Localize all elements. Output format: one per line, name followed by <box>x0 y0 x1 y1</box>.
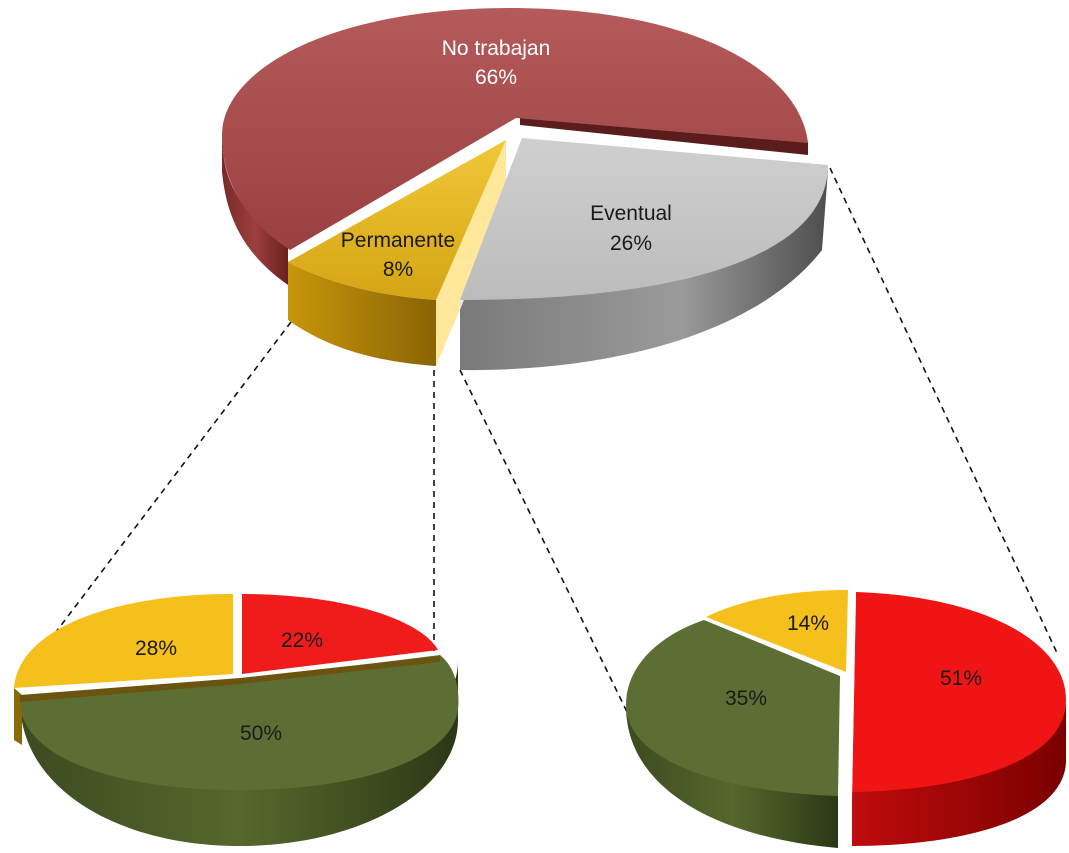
main-slice-permanente <box>288 140 506 300</box>
label-no-trabajan: No trabajan <box>442 37 551 60</box>
sub-pie-eventual: 14% 35% 51% <box>626 590 1066 848</box>
right-value-14: 14% <box>787 612 829 635</box>
connector-right-inner <box>459 369 631 719</box>
right-value-35: 35% <box>725 687 767 710</box>
connector-lines <box>11 167 1059 719</box>
main-slice-no-trabajan <box>222 8 808 250</box>
left-value-28: 28% <box>135 637 177 660</box>
right-slice-14 <box>706 590 848 672</box>
main-slice-eventual-side <box>460 170 828 371</box>
left-slice-22 <box>242 594 438 674</box>
value-eventual: 26% <box>610 232 652 255</box>
left-slice-28-side <box>14 688 22 745</box>
right-slice-35 <box>626 620 840 796</box>
main-slice-permanente-side <box>288 262 436 366</box>
left-slice-28 <box>14 594 233 688</box>
sub-pie-permanente: 22% 28% 50% <box>14 594 459 846</box>
main-slice-no-trabajan-edge <box>520 115 808 155</box>
main-labels: No trabajan 66% Eventual 26% Permanente … <box>341 37 672 281</box>
main-slice-permanente-edge <box>436 140 506 366</box>
value-permanente: 8% <box>383 258 413 281</box>
left-value-22: 22% <box>281 629 323 652</box>
main-pie: No trabajan 66% Eventual 26% Permanente … <box>222 8 828 371</box>
right-value-51: 51% <box>940 667 982 690</box>
left-value-50: 50% <box>240 722 282 745</box>
right-slice-51 <box>852 592 1066 792</box>
right-divider-edge <box>846 594 856 800</box>
label-permanente: Permanente <box>341 229 455 252</box>
main-slice-no-trabajan-side <box>222 130 288 285</box>
label-eventual: Eventual <box>590 202 672 225</box>
left-slice-50-side <box>20 660 458 846</box>
main-slice-eventual <box>460 138 828 300</box>
connector-right-outer <box>829 167 1059 656</box>
left-slice-50 <box>20 655 459 790</box>
left-divider-edge <box>20 656 440 702</box>
value-no-trabajan: 66% <box>475 66 517 89</box>
right-slice-51-side <box>852 700 1066 846</box>
